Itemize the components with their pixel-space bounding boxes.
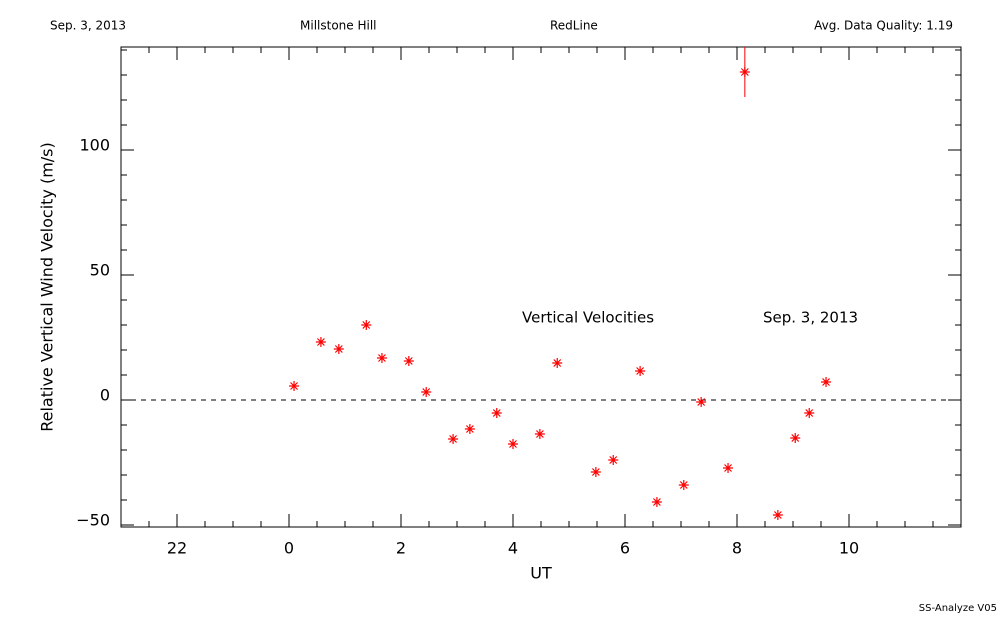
point xyxy=(315,337,326,347)
point xyxy=(723,463,734,473)
footer: SS-Analyze V05 xyxy=(919,603,997,614)
x-tick-label: 10 xyxy=(839,539,859,558)
point xyxy=(772,510,783,520)
annotation: Sep. 3, 2013 xyxy=(763,309,858,327)
point xyxy=(491,408,502,418)
x-tick-label: 0 xyxy=(284,539,294,558)
point xyxy=(696,397,707,407)
y-axis-label: Relative Vertical Wind Velocity (m/s) xyxy=(38,142,57,432)
plot-frame xyxy=(120,46,962,528)
point xyxy=(790,433,801,443)
y-tick-label: −50 xyxy=(76,511,110,530)
point xyxy=(651,497,662,507)
point xyxy=(534,429,545,439)
point xyxy=(821,377,832,387)
x-tick-label: 22 xyxy=(167,539,187,558)
point xyxy=(508,439,518,449)
point xyxy=(289,381,300,391)
point xyxy=(448,434,459,444)
point xyxy=(403,356,414,366)
y-tick-label: 100 xyxy=(79,136,110,155)
point xyxy=(608,455,619,465)
x-tick-label: 8 xyxy=(732,539,742,558)
header-line: RedLine xyxy=(550,19,598,33)
point xyxy=(635,366,646,376)
point xyxy=(739,67,750,77)
y-tick-label: 50 xyxy=(90,261,110,280)
point xyxy=(552,358,563,368)
header-date: Sep. 3, 2013 xyxy=(50,19,126,33)
point xyxy=(590,467,601,477)
point xyxy=(376,353,387,363)
point xyxy=(333,344,344,354)
header-quality: Avg. Data Quality: 1.19 xyxy=(814,19,953,33)
annotation: Vertical Velocities xyxy=(522,309,654,327)
point xyxy=(804,408,815,418)
x-tick-label: 6 xyxy=(620,539,630,558)
point xyxy=(421,387,432,397)
point xyxy=(464,424,475,434)
point xyxy=(361,320,372,330)
x-tick-label: 4 xyxy=(508,539,518,558)
x-tick-label: 2 xyxy=(396,539,406,558)
header-site: Millstone Hill xyxy=(300,19,376,33)
y-tick-label: 0 xyxy=(100,386,110,405)
point xyxy=(678,480,689,490)
data-layer xyxy=(289,47,832,520)
x-axis-label: UT xyxy=(530,564,552,583)
